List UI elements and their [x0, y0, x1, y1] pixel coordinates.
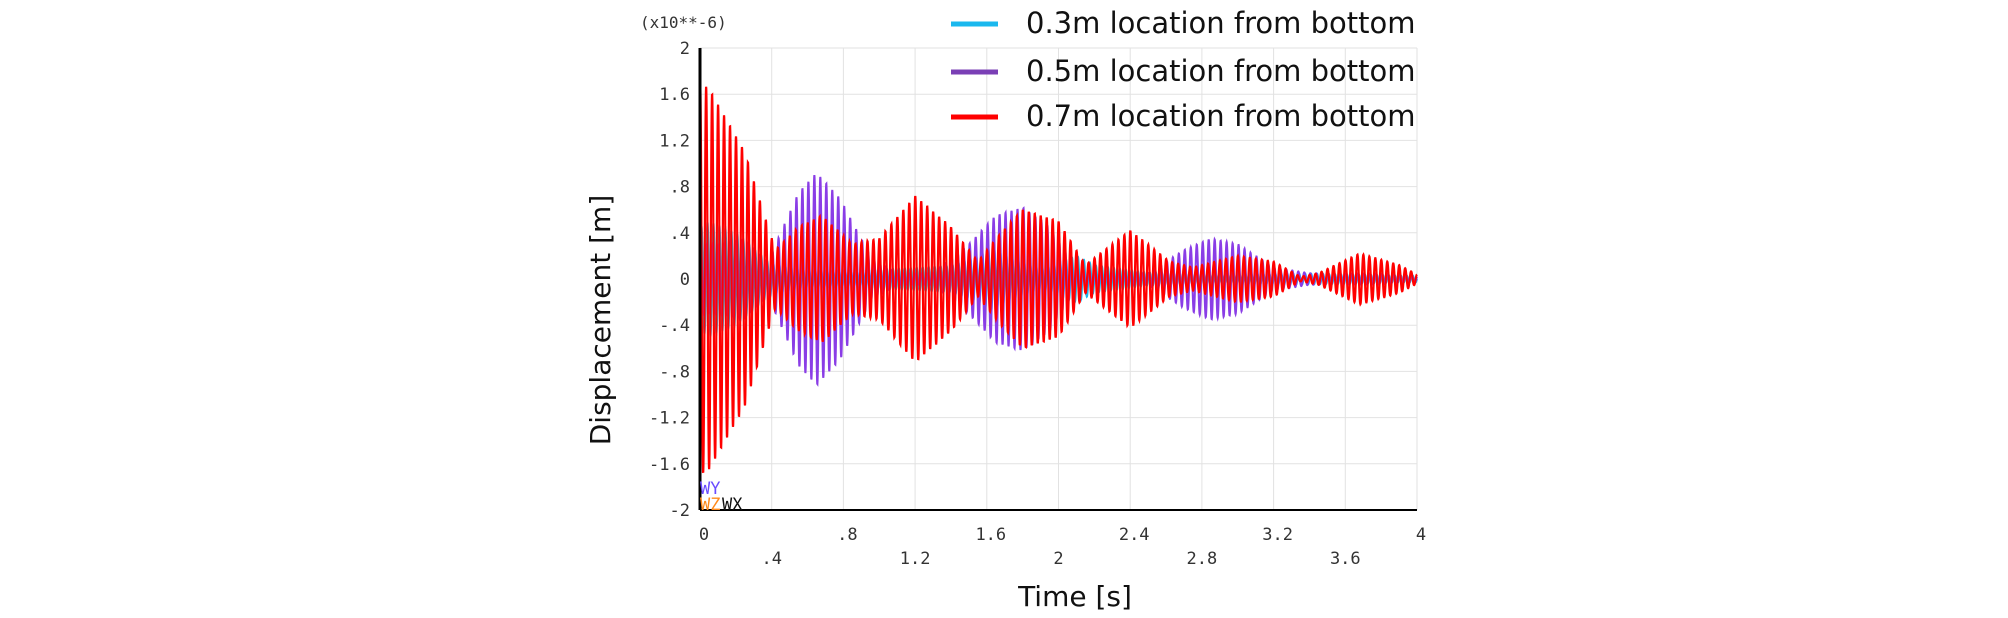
x-tick-label-lower-1: 1.2 — [900, 549, 931, 569]
y-tick-label-2: 1.2 — [659, 131, 690, 151]
legend-label-0.3m: 0.3m location from bottom — [1026, 6, 1415, 40]
y-tick-label-5: 0 — [680, 270, 690, 290]
legend-item-0.3m: 0.3m location from bottom — [951, 6, 1415, 40]
y-tick-label-0: 2 — [680, 39, 690, 59]
legend: 0.3m location from bottom 0.5m location … — [951, 6, 1415, 133]
x-tick-label-lower-4: 3.6 — [1330, 549, 1361, 569]
triad-wz-label: WZ — [700, 495, 720, 515]
x-tick-label-upper-5: 4 — [1416, 525, 1426, 545]
y-tick-label-4: .4 — [670, 224, 690, 244]
y-tick-label-9: -1.6 — [649, 455, 690, 475]
triad-wy-label: WY — [700, 479, 720, 499]
x-tick-label-upper-3: 2.4 — [1119, 525, 1150, 545]
x-tick-labels: 0 .8 1.6 2.4 3.2 4 .4 1.2 2 2.8 3.6 — [699, 525, 1426, 569]
triad-wx-label: WX — [722, 495, 743, 515]
x-tick-label-lower-2: 2 — [1053, 549, 1063, 569]
legend-item-0.5m: 0.5m location from bottom — [951, 54, 1415, 88]
legend-label-0.5m: 0.5m location from bottom — [1026, 54, 1415, 88]
x-tick-label-lower-0: .4 — [761, 549, 781, 569]
y-tick-label-1: 1.6 — [659, 85, 690, 105]
series-line-2 — [698, 82, 1418, 474]
x-tick-label-lower-3: 2.8 — [1187, 549, 1218, 569]
y-tick-label-6: -.4 — [659, 316, 690, 336]
y-tick-label-8: -1.2 — [649, 409, 690, 429]
legend-label-0.7m: 0.7m location from bottom — [1026, 99, 1415, 133]
x-tick-label-upper-2: 1.6 — [975, 525, 1006, 545]
x-tick-label-upper-1: .8 — [837, 525, 857, 545]
x-tick-label-upper-4: 3.2 — [1262, 525, 1293, 545]
y-tick-label-7: -.8 — [659, 362, 690, 382]
legend-item-0.7m: 0.7m location from bottom — [951, 99, 1415, 133]
x-tick-label-upper-0: 0 — [699, 525, 709, 545]
y-tick-labels: 2 1.6 1.2 .8 .4 0 -.4 -.8 -1.2 -1.6 -2 — [649, 39, 690, 521]
scale-note: (x10**-6) — [640, 13, 727, 32]
series-layer — [698, 82, 1418, 474]
y-axis-title: Displacement [m] — [584, 195, 617, 446]
axis-triad: WY WZ WX — [700, 479, 743, 515]
y-tick-label-10: -2 — [670, 501, 690, 521]
y-tick-label-3: .8 — [670, 178, 690, 198]
x-axis-title: Time [s] — [1017, 580, 1132, 613]
